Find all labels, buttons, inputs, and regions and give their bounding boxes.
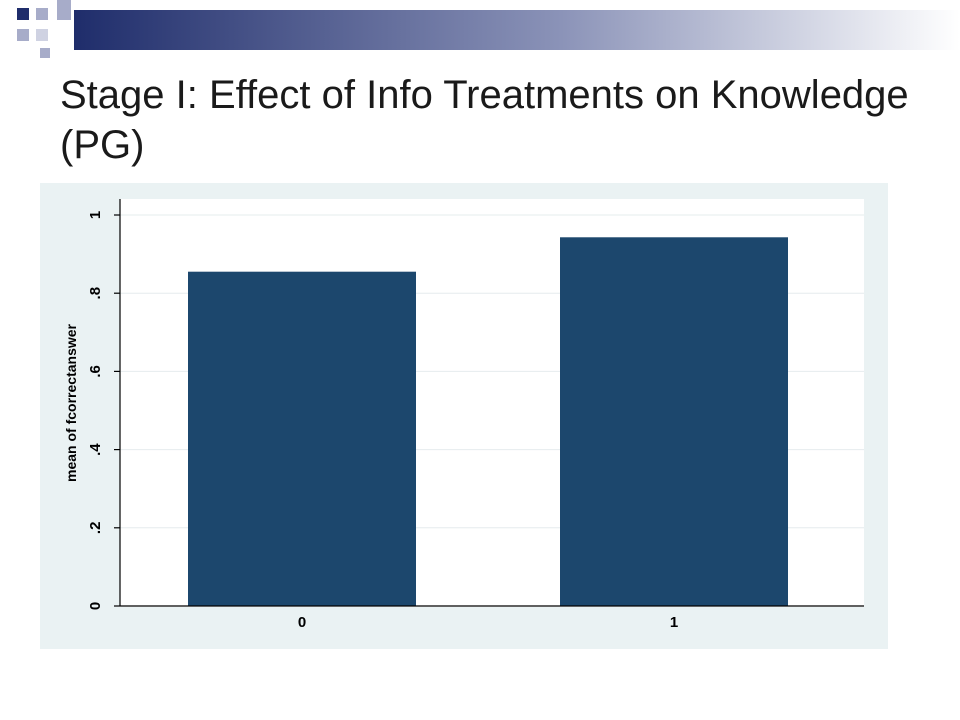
x-tick-label: 0 [298, 614, 306, 631]
y-tick-label: 0 [87, 602, 104, 610]
y-tick-label: 1 [87, 211, 104, 219]
bar-chart: 0 1 0 .2 .4 .6 .8 1 mean of fcorrectanswer [63, 199, 864, 631]
bar-1 [560, 237, 788, 607]
bar-0 [188, 271, 416, 606]
y-tick-label: .2 [87, 522, 104, 535]
y-tick-label: .6 [87, 365, 104, 378]
y-tick-label: .8 [87, 287, 104, 300]
square-cluster-icon [17, 0, 71, 58]
chart-panel: 0 1 0 .2 .4 .6 .8 1 mean of fcorrectanswer [40, 183, 888, 649]
y-tick-label: .4 [87, 443, 104, 456]
y-axis-title: mean of fcorrectanswer [63, 323, 79, 481]
slide-title: Stage I: Effect of Info Treatments on Kn… [60, 73, 909, 167]
header-gradient-bar [74, 10, 960, 50]
header-decoration [17, 0, 960, 58]
x-tick-label: 1 [670, 614, 678, 631]
